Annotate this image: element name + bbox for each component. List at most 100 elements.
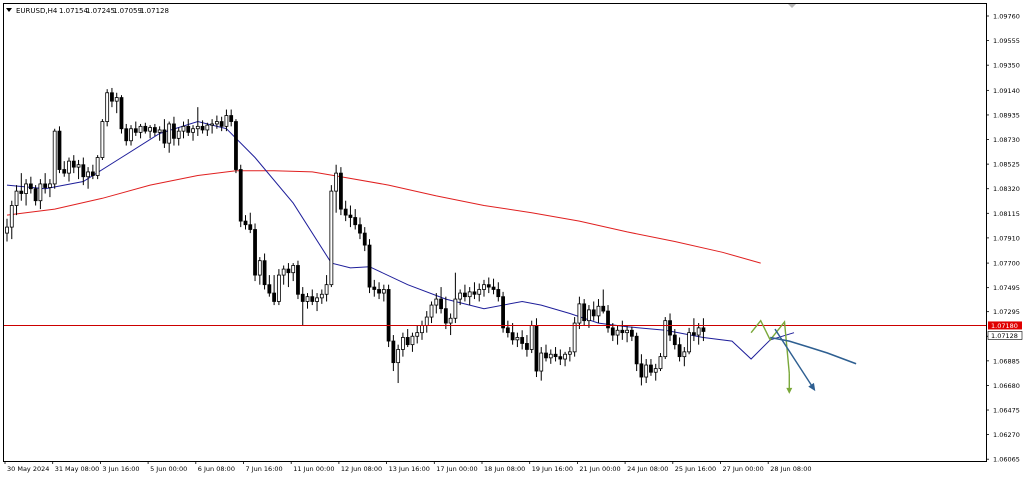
candle-body-bull [410, 335, 415, 346]
candle-body-bull [401, 337, 405, 350]
candle-body-bear [362, 232, 367, 246]
candle [534, 318, 539, 378]
candle [300, 287, 305, 326]
candle [186, 119, 191, 136]
candle-body-bull [114, 97, 119, 102]
candle-body-bear [248, 224, 253, 230]
candle [33, 185, 38, 206]
candle-body-bear [353, 217, 358, 226]
candle [219, 116, 224, 132]
candle [162, 119, 167, 148]
price-tick-label: 1.07495 [993, 284, 1020, 292]
candle-body-bear [463, 292, 467, 298]
candle [515, 332, 520, 348]
candle-body-bull [448, 317, 453, 324]
candle-body-bull [76, 164, 81, 168]
candle-body-bear [534, 325, 539, 372]
candle [606, 305, 610, 333]
candle-body-bear [377, 289, 381, 294]
hline-tag-background [988, 321, 1022, 330]
candle [539, 347, 544, 381]
candle [439, 287, 443, 314]
candle-body-bear [28, 183, 33, 190]
candle-body-bull [424, 316, 429, 326]
hline-price-tag: 1.07180 [988, 321, 1022, 330]
candle-body-bull [148, 127, 153, 132]
price-tick-label: 1.06270 [993, 431, 1020, 439]
candle [9, 200, 14, 240]
candle [701, 318, 706, 342]
candle [143, 122, 148, 134]
header-low: 1.07059 [113, 7, 142, 15]
candle-body-bear [558, 356, 563, 360]
candle [629, 326, 634, 342]
candle-body-bear [343, 208, 348, 216]
candle [62, 161, 67, 177]
candle-body-bull [696, 327, 701, 336]
candle [463, 284, 467, 302]
bid-tag-text: 1.07128 [991, 332, 1018, 340]
candle-body-bear [110, 92, 114, 102]
time-tick-label: 31 May 08:00 [55, 465, 100, 473]
candle-body-bear [296, 265, 300, 295]
candle-body-bull [305, 296, 310, 302]
candle [386, 284, 391, 348]
candle-body-bull [315, 297, 319, 302]
candle-body-bull [167, 123, 172, 144]
time-axis[interactable]: 30 May 2024 31 May 08:00 3 Jun 16:00 5 Jun … [4, 461, 811, 473]
header-dropdown-icon[interactable] [6, 8, 12, 12]
candle [76, 159, 81, 180]
forecast-layer[interactable] [750, 319, 857, 394]
candle [157, 126, 162, 141]
time-tick-label: 6 Jun 08:00 [198, 465, 235, 473]
candle-body-bear [691, 332, 696, 336]
candle [520, 330, 525, 350]
candle [505, 320, 510, 338]
candle [429, 301, 434, 324]
candle-body-bull [157, 129, 162, 133]
candle [238, 164, 243, 228]
candle-body-bull [658, 356, 663, 370]
price-tick-label: 1.06475 [993, 407, 1020, 415]
candle-body-bear [62, 169, 67, 174]
candle-body-bull [477, 289, 482, 295]
candle-body-bear [143, 125, 148, 132]
candle-body-bear [606, 310, 610, 329]
candle-body-bull [567, 351, 572, 355]
candle [310, 289, 315, 306]
candle-body-bear [629, 329, 634, 337]
header-open: 1.07154 [59, 7, 88, 15]
candle [582, 299, 587, 326]
price-tick-label: 1.09350 [993, 62, 1020, 70]
candle [453, 272, 458, 324]
candle [19, 173, 24, 201]
candle [5, 218, 9, 242]
candle [558, 349, 563, 366]
price-tick-label: 1.07295 [993, 308, 1020, 316]
candle [86, 167, 90, 189]
candles-layer [5, 87, 706, 386]
shift-marker-icon[interactable] [788, 4, 796, 8]
forecast-blue-shaft [774, 328, 814, 389]
candle [653, 363, 658, 381]
time-tick-label: 19 Jun 16:00 [532, 465, 573, 473]
candle [353, 209, 358, 230]
forecast-zigzag-line [750, 319, 790, 374]
candle-body-bull [86, 171, 90, 178]
candle [682, 347, 687, 367]
candle-body-bear [243, 220, 248, 226]
candle [548, 349, 553, 364]
candle-body-bear [582, 303, 587, 322]
candle-body-bull [653, 368, 658, 373]
time-tick-label: 24 Jun 08:00 [627, 465, 668, 473]
candle [467, 287, 472, 306]
candle [525, 335, 529, 357]
candle-body-bull [482, 284, 486, 290]
price-tick-label: 1.06680 [993, 382, 1020, 390]
candle [567, 347, 572, 362]
candle-body-bear [496, 289, 501, 298]
candle [472, 282, 477, 300]
